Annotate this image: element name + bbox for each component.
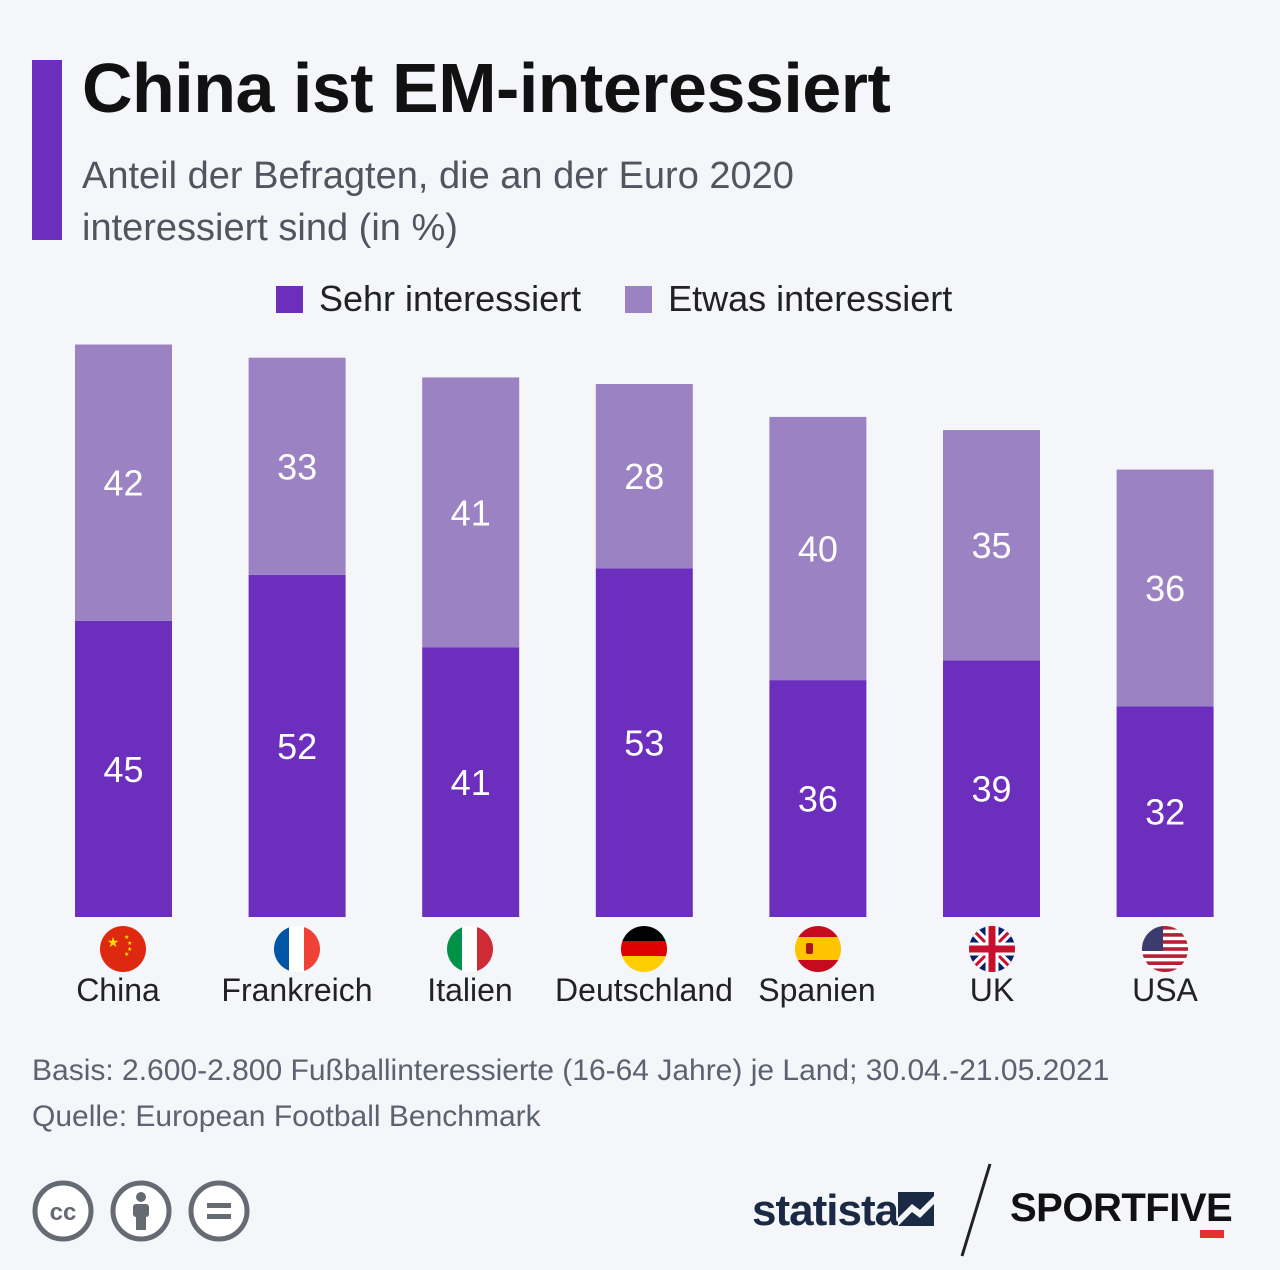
data-label-china-etwas: 42 (103, 463, 143, 504)
footer-basis: Basis: 2.600-2.800 Fußballinteressierte … (32, 1054, 1110, 1087)
category-label-spanien: Spanien (758, 972, 876, 1008)
bar-frankreich-sehr (248, 574, 346, 917)
data-label-usa-sehr: 32 (1145, 792, 1185, 833)
stacked-bar-chart: 45 42 52 33 41 41 53 28 36 40 39 35 32 36 (75, 344, 1214, 917)
sportfive-underline (1200, 1230, 1224, 1238)
svg-text:★: ★ (124, 951, 129, 958)
bar-uk-etwas (943, 430, 1040, 661)
data-label-frankreich-sehr: 52 (277, 726, 317, 767)
statista-mark-icon (898, 1192, 934, 1226)
legend: Sehr interessiert Etwas interessiert (276, 278, 996, 320)
bar-china-etwas (75, 344, 172, 621)
legend-item-sehr: Sehr interessiert (276, 278, 581, 320)
bar-usa-etwas (1116, 469, 1214, 707)
category-label-usa: USA (1132, 972, 1198, 1008)
svg-text:★: ★ (127, 940, 132, 947)
category-label-china: China (76, 972, 160, 1008)
nd-icon[interactable] (188, 1180, 250, 1242)
category-label-uk: UK (969, 972, 1015, 1008)
bar-china-sehr (75, 620, 172, 917)
data-label-italien-sehr: 41 (451, 762, 491, 803)
legend-label-etwas: Etwas interessiert (668, 278, 953, 319)
category-label-frankreich: Frankreich (221, 972, 373, 1008)
bar-usa-sehr (1116, 706, 1214, 917)
data-label-uk-etwas: 35 (971, 525, 1011, 566)
legend-item-etwas: Etwas interessiert (625, 278, 952, 320)
spain-flag-icon (795, 926, 841, 972)
china-flag-icon: ★ ★ ★ ★ ★ (100, 926, 146, 972)
france-flag-icon (274, 926, 320, 972)
by-icon[interactable] (110, 1180, 172, 1242)
footer-source: Quelle: European Football Benchmark (32, 1100, 541, 1133)
chart-title: China ist EM-interessiert (82, 49, 891, 127)
legend-swatch-etwas (625, 285, 653, 313)
data-label-china-sehr: 45 (103, 749, 143, 790)
bar-frankreich-etwas (248, 357, 346, 575)
data-label-usa-etwas: 36 (1145, 568, 1185, 609)
bar-deutschland-sehr (595, 568, 693, 917)
category-label-italien: Italien (427, 972, 513, 1008)
bar-deutschland-etwas (595, 384, 693, 569)
usa-flag-icon (1142, 926, 1188, 972)
statista-wordmark: statista (752, 1186, 899, 1235)
data-label-deutschland-etwas: 28 (624, 456, 664, 497)
svg-text:cc: cc (50, 1199, 77, 1226)
title-accent-bar (32, 60, 62, 240)
data-label-italien-etwas: 41 (451, 492, 491, 533)
italy-flag-icon (447, 926, 493, 972)
uk-flag-icon (969, 926, 1015, 972)
data-label-spanien-sehr: 36 (798, 779, 838, 820)
data-label-uk-sehr: 39 (971, 769, 1011, 810)
svg-text:★: ★ (127, 946, 132, 953)
bar-spanien-sehr (769, 680, 867, 917)
category-label-deutschland: Deutschland (555, 972, 733, 1008)
data-label-frankreich-etwas: 33 (277, 446, 317, 487)
svg-text:★: ★ (124, 934, 129, 941)
data-label-spanien-etwas: 40 (798, 529, 838, 570)
sportfive-logo[interactable]: SPORTFIVE (1010, 1186, 1233, 1231)
bar-italien-etwas (422, 377, 520, 648)
germany-flag-icon (621, 926, 667, 972)
data-label-deutschland-sehr: 53 (624, 723, 664, 764)
chart-subtitle: Anteil der Befragten, die an der Euro 20… (82, 155, 794, 249)
legend-label-sehr: Sehr interessiert (319, 278, 582, 319)
statista-logo[interactable]: statista (752, 1186, 899, 1236)
legend-swatch-sehr (276, 285, 303, 313)
bar-spanien-etwas (769, 416, 867, 681)
brand-divider (960, 1163, 992, 1257)
svg-text:★: ★ (107, 935, 120, 951)
bar-uk-sehr (943, 660, 1040, 917)
bar-italien-sehr (422, 647, 520, 917)
cc-icon[interactable]: cc (32, 1180, 94, 1242)
sportfive-wordmark: SPORTFIVE (1010, 1186, 1233, 1230)
